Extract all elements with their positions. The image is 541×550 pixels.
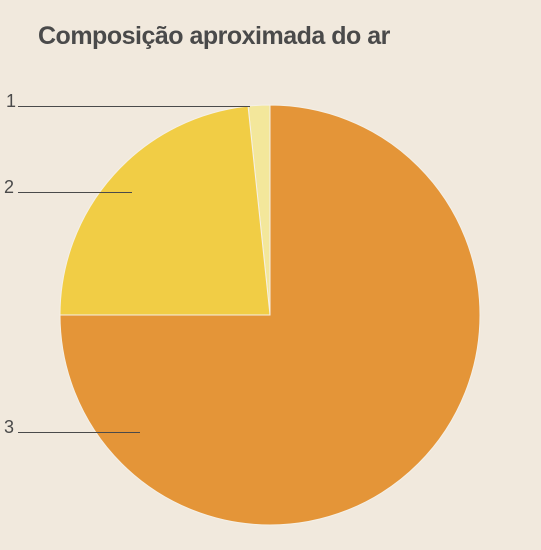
chart-title: Composição aproximada do ar <box>38 22 390 51</box>
callout-2: 2 <box>4 176 14 198</box>
callout-1-leader <box>18 106 250 107</box>
callout-2-leader <box>18 192 132 193</box>
pie-svg <box>55 100 485 530</box>
pie-chart <box>55 100 485 530</box>
callout-3: 3 <box>4 416 14 438</box>
callout-1: 1 <box>6 90 16 112</box>
callout-3-label: 3 <box>4 417 14 438</box>
callout-1-label: 1 <box>6 91 16 112</box>
callout-2-label: 2 <box>4 177 14 198</box>
callout-3-leader <box>18 432 140 433</box>
pie-slice-2 <box>60 106 270 315</box>
